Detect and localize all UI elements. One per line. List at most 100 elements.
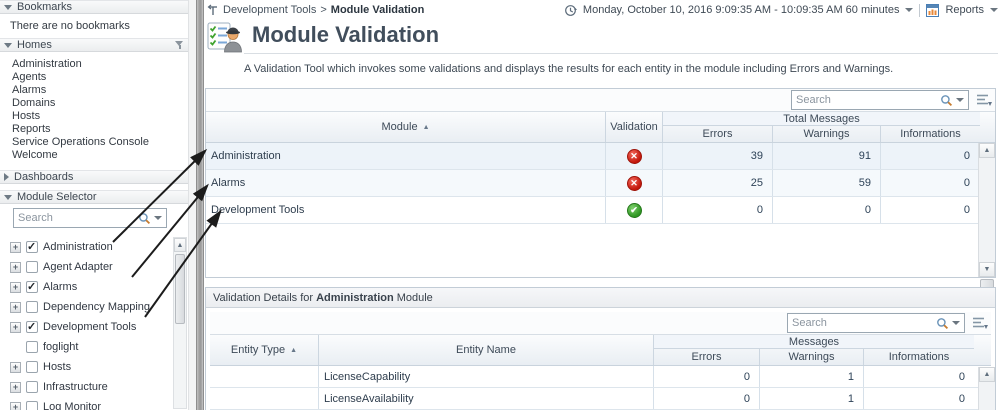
sidebar-section-dashboards[interactable]: Dashboards — [0, 170, 188, 184]
filter-icon[interactable] — [175, 41, 184, 49]
checkbox-checked[interactable] — [26, 280, 38, 293]
sidebar-item-service-operations-console[interactable]: Service Operations Console — [12, 136, 149, 148]
table-row-administration[interactable]: Administration ✕ 39 91 0 — [206, 143, 995, 170]
level-up-icon[interactable] — [207, 4, 219, 16]
tree-scrollbar[interactable]: ▲ — [173, 237, 187, 409]
column-group-messages: Messages Errors Warnings Informations — [654, 335, 974, 365]
chevron-down-icon[interactable] — [990, 8, 998, 12]
sidebar-section-module-selector[interactable]: Module Selector — [0, 190, 188, 204]
tree-item-label: Administration — [43, 241, 113, 253]
reports-button[interactable]: Reports — [945, 4, 984, 16]
sidebar-section-homes[interactable]: Homes — [0, 38, 188, 52]
tree-item-label: Alarms — [43, 281, 78, 293]
tree-item-alarms[interactable]: + Alarms — [0, 277, 188, 297]
table-row-licensecapability[interactable]: LicenseCapability 0 1 0 — [210, 366, 991, 388]
tree-item-dependency-mapping[interactable]: + Dependency Mapping — [0, 297, 188, 317]
tree-item-foglight[interactable]: + foglight — [0, 337, 188, 357]
column-header-warnings[interactable]: Warnings — [773, 126, 881, 142]
table-row-development-tools[interactable]: Development Tools ✔ 0 0 0 — [206, 197, 995, 224]
column-header-module[interactable]: Module ▲ — [206, 112, 606, 142]
table-row-licenseavailability[interactable]: LicenseAvailability 0 1 0 — [210, 388, 991, 410]
error-icon: ✕ — [626, 148, 642, 164]
chevron-down-icon — [4, 194, 12, 200]
details-table-search — [787, 313, 965, 333]
tree-item-development-tools[interactable]: + Development Tools — [0, 317, 188, 337]
column-header-entity-type[interactable]: Entity Type ▲ — [210, 335, 319, 365]
checkbox-unchecked[interactable] — [26, 341, 38, 353]
scrollbar-thumb[interactable] — [175, 254, 185, 324]
breadcrumb-parent[interactable]: Development Tools — [223, 4, 317, 16]
column-header-entity-name[interactable]: Entity Name — [319, 335, 654, 365]
table-row-alarms[interactable]: Alarms ✕ 25 59 0 — [206, 170, 995, 197]
module-table-panel: Module ▲ Validation Total Messages Error… — [205, 88, 996, 317]
sidebar-item-agents[interactable]: Agents — [12, 71, 47, 83]
chevron-down-icon[interactable] — [952, 321, 960, 325]
expand-icon[interactable]: + — [10, 361, 21, 373]
search-input[interactable] — [792, 317, 933, 329]
details-table-scrollbar[interactable]: ▲ — [978, 367, 995, 410]
search-icon[interactable] — [936, 317, 949, 330]
search-icon[interactable] — [138, 212, 151, 225]
page-header: Module Validation — [207, 21, 1002, 54]
chevron-down-icon[interactable] — [905, 8, 914, 12]
checkbox-checked[interactable] — [26, 320, 38, 333]
sidebar-item-hosts[interactable]: Hosts — [12, 110, 41, 122]
chevron-down-icon[interactable] — [154, 216, 162, 220]
tree-item-label: foglight — [43, 341, 79, 353]
search-input[interactable] — [18, 212, 135, 224]
expand-icon[interactable]: + — [10, 401, 21, 410]
success-icon: ✔ — [626, 202, 642, 218]
module-table-search — [791, 90, 969, 110]
column-header-errors[interactable]: Errors — [663, 126, 773, 142]
sidebar-item-alarms[interactable]: Alarms — [12, 84, 47, 96]
module-table-header: Module ▲ Validation Total Messages Error… — [206, 112, 995, 143]
checkbox-unchecked[interactable] — [26, 261, 38, 273]
search-input[interactable] — [796, 94, 937, 106]
top-bar: Development Tools > Module Validation Mo… — [204, 0, 1002, 17]
bookmarks-empty-text: There are no bookmarks — [10, 20, 130, 32]
table-customizer-icon[interactable] — [976, 93, 992, 107]
sidebar-section-bookmarks[interactable]: Bookmarks — [0, 0, 188, 14]
expand-icon[interactable]: + — [10, 281, 21, 293]
expand-icon[interactable]: + — [10, 321, 21, 333]
sidebar-item-welcome[interactable]: Welcome — [12, 149, 58, 161]
checkbox-unchecked[interactable] — [26, 301, 38, 313]
tree-item-log-monitor[interactable]: + Log Monitor — [0, 397, 188, 410]
column-header-informations[interactable]: Informations — [900, 128, 961, 140]
expand-icon[interactable]: + — [10, 241, 21, 253]
module-validation-icon — [207, 22, 242, 53]
search-icon[interactable] — [940, 94, 953, 107]
sidebar-item-reports[interactable]: Reports — [12, 123, 51, 135]
checkbox-unchecked[interactable] — [26, 401, 38, 410]
checkbox-unchecked[interactable] — [26, 381, 38, 393]
module-table-scrollbar[interactable]: ▲ ▼ — [978, 143, 995, 317]
scroll-up-icon[interactable]: ▲ — [174, 238, 186, 252]
expand-icon[interactable]: + — [10, 381, 21, 393]
sidebar-splitter[interactable] — [196, 0, 204, 410]
tree-item-administration[interactable]: + Administration — [0, 237, 188, 257]
column-header-informations[interactable]: Informations — [888, 351, 950, 363]
scroll-down-icon[interactable]: ▼ — [979, 262, 995, 277]
tree-item-agent-adapter[interactable]: + Agent Adapter — [0, 257, 188, 277]
tree-item-hosts[interactable]: + Hosts — [0, 357, 188, 377]
section-label: Homes — [17, 39, 52, 51]
tree-item-infrastructure[interactable]: + Infrastructure — [0, 377, 188, 397]
checkbox-unchecked[interactable] — [26, 361, 38, 373]
sidebar-item-administration[interactable]: Administration — [12, 58, 82, 70]
scroll-up-icon[interactable]: ▲ — [979, 367, 995, 382]
checkbox-checked[interactable] — [26, 240, 38, 253]
sidebar-item-domains[interactable]: Domains — [12, 97, 56, 109]
group-header-label: Messages — [654, 335, 974, 349]
chevron-right-icon — [4, 173, 9, 181]
details-table-header: Entity Type ▲ Entity Name Messages Error… — [210, 335, 991, 366]
table-customizer-icon[interactable] — [972, 316, 988, 330]
scroll-up-icon[interactable]: ▲ — [979, 143, 995, 158]
chevron-down-icon[interactable] — [956, 98, 964, 102]
time-range-label[interactable]: Monday, October 10, 2016 9:09:35 AM - 10… — [582, 4, 900, 16]
sidebar-scrollbar-track[interactable] — [188, 0, 196, 410]
expand-icon[interactable]: + — [10, 301, 21, 313]
column-header-errors[interactable]: Errors — [654, 349, 760, 365]
column-header-warnings[interactable]: Warnings — [760, 349, 864, 365]
expand-icon[interactable]: + — [10, 261, 21, 273]
column-header-validation[interactable]: Validation — [606, 112, 663, 142]
